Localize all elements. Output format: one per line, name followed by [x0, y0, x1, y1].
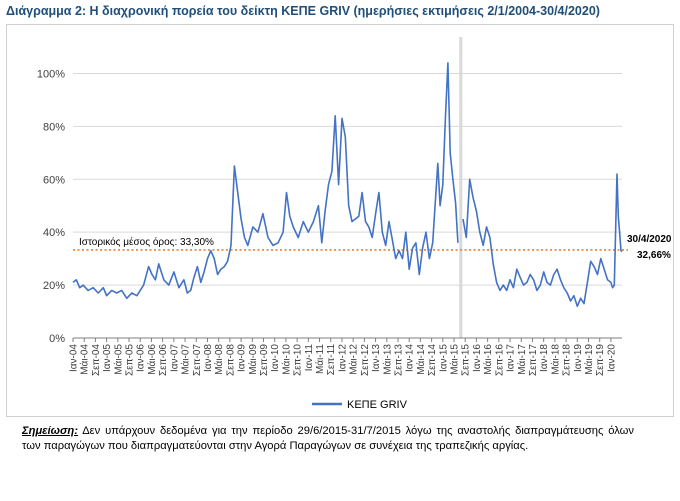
- x-tick-label: Ιαν-19: [573, 344, 584, 372]
- note-text: Δεν υπάρχουν δεδομένα για την περίοδο 29…: [22, 425, 634, 452]
- x-tick-label: Σεπ-05: [125, 344, 136, 376]
- x-tick-label: Μάι-08: [213, 344, 225, 375]
- no-data-band: [459, 37, 463, 338]
- x-tick-label: Σεπ-10: [293, 344, 304, 376]
- x-tick-label: Μάι-14: [415, 344, 427, 375]
- x-tick-label: Ιαν-09: [237, 344, 248, 372]
- x-tick-label: Σεπ-18: [562, 344, 573, 376]
- x-tick-label: Μάι-10: [280, 344, 292, 375]
- x-tick-label: Ιαν-15: [438, 344, 449, 372]
- x-tick-label: Μάι-05: [112, 344, 124, 375]
- x-tick-label: Μάι-18: [549, 344, 561, 375]
- x-tick-label: Ιαν-18: [539, 344, 550, 372]
- x-tick-label: Σεπ-12: [360, 344, 371, 376]
- y-tick-label: 60%: [43, 174, 65, 186]
- y-tick-label: 40%: [43, 227, 65, 239]
- x-tick-label: Μάι-15: [449, 344, 461, 375]
- x-tick-label: Μάι-09: [247, 344, 259, 375]
- x-tick-label: Ιαν-07: [169, 344, 180, 372]
- chart-note: Σημείωση: Δεν υπάρχουν δεδομένα για την …: [22, 424, 634, 454]
- x-tick-label: Σεπ-13: [394, 344, 405, 376]
- y-tick-label: 80%: [43, 121, 65, 133]
- legend: ΚΕΠΕ GRIV: [312, 399, 408, 411]
- x-tick-label: Σεπ-04: [91, 344, 102, 376]
- legend-label: ΚΕΠΕ GRIV: [347, 399, 408, 411]
- x-tick-label: Ιαν-17: [506, 344, 517, 372]
- x-tick-label: Μάι-16: [482, 344, 494, 375]
- x-tick-label: Ιαν-06: [136, 344, 147, 372]
- x-tick-label: Σεπ-16: [494, 344, 505, 376]
- y-tick-label: 20%: [43, 280, 65, 292]
- x-tick-label: Σεπ-06: [158, 344, 169, 376]
- x-tick-label: Σεπ-19: [595, 344, 606, 376]
- x-tick-label: Μάι-06: [146, 344, 158, 375]
- x-tick-label: Μάι-07: [180, 344, 192, 375]
- x-tick-label: Μάι-11: [314, 344, 326, 374]
- x-tick-label: Σεπ-08: [225, 344, 236, 376]
- x-tick-label: Ιαν-20: [606, 344, 617, 372]
- x-tick-label: Σεπ-17: [528, 344, 539, 376]
- x-tick-label: Μάι-04: [79, 344, 91, 375]
- x-tick-label: Μάι-17: [516, 344, 528, 375]
- x-tick-label: Σεπ-14: [427, 344, 438, 376]
- x-tick-label: Ιαν-05: [102, 344, 113, 372]
- x-tick-label: Μάι-13: [381, 344, 393, 375]
- x-tick-label: Ιαν-12: [338, 344, 349, 372]
- end-value-annotation: 32,66%: [637, 250, 671, 261]
- y-tick-label: 100%: [37, 68, 65, 80]
- series-line-kepe-griv: [72, 62, 459, 300]
- figure-title: Διάγραμμα 2: Η διαχρονική πορεία του δεί…: [6, 4, 600, 18]
- end-date-annotation: 30/4/2020: [627, 234, 672, 245]
- x-tick-label: Σεπ-11: [326, 344, 337, 376]
- y-tick-label: 0%: [49, 333, 65, 345]
- x-tick-label: Ιαν-04: [69, 344, 80, 372]
- x-tick-label: Ιαν-13: [371, 344, 382, 372]
- x-tick-label: Ιαν-16: [472, 344, 483, 372]
- chart-area: 0% 20% 40% 60% 80% 100% Ιαν-04 Μάι-04 Σεπ-04 Ιαν…: [6, 24, 674, 417]
- x-tick-label: Μάι-19: [583, 344, 595, 375]
- series-line-kepe-griv: [462, 173, 623, 308]
- x-tick-label: Σεπ-15: [461, 344, 472, 376]
- note-label: Σημείωση:: [22, 425, 78, 437]
- x-tick-label: Ιαν-10: [270, 344, 281, 372]
- x-tick-label: Ιαν-11: [304, 344, 315, 372]
- line-chart: 0%20%40%60%80%100% Ιαν-04 Μάι-04 Σεπ-04 Ιαν…: [37, 37, 672, 411]
- x-tick-label: Σεπ-09: [259, 344, 270, 376]
- historical-mean-label: Ιστορικός μέσος όρος: 33,30%: [79, 236, 214, 248]
- x-tick-label: Μάι-12: [348, 344, 360, 375]
- x-tick-label: Ιαν-14: [405, 344, 416, 372]
- x-tick-label: Σεπ-07: [192, 344, 203, 376]
- x-tick-label: Ιαν-08: [203, 344, 214, 372]
